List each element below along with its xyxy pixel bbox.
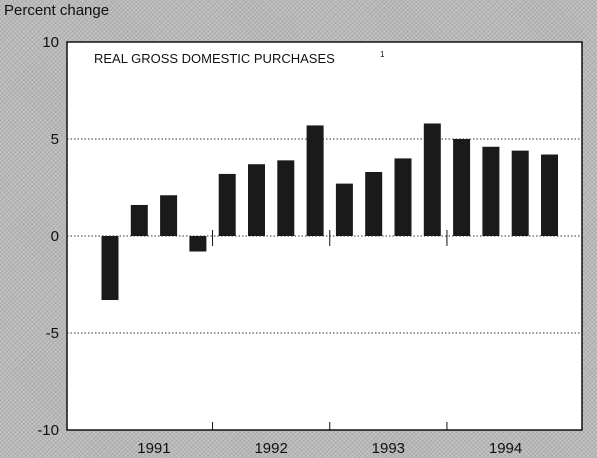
bar	[541, 154, 558, 236]
bar	[365, 171, 383, 236]
bar	[189, 236, 207, 252]
y-tick-label: 0	[51, 228, 59, 245]
bar	[482, 146, 500, 236]
y-tick-label: 10	[42, 34, 59, 51]
axis-layer: 10 5 0 -5 -10 1991 1992 1993 1994	[37, 34, 522, 457]
bar	[277, 160, 295, 236]
y-axis-label: Percent change	[4, 2, 110, 19]
bar	[394, 158, 412, 236]
x-tick-label: 1992	[254, 440, 287, 457]
title-footnote: 1	[380, 50, 385, 59]
y-tick-label: 5	[51, 131, 59, 148]
bar	[248, 164, 265, 236]
y-tick-label: -10	[37, 422, 59, 439]
x-tick-label: 1994	[489, 440, 522, 457]
x-tick-label: 1991	[137, 440, 170, 457]
bar	[511, 150, 529, 236]
bar	[306, 125, 324, 236]
x-tick-label: 1993	[372, 440, 405, 457]
bar	[218, 173, 236, 236]
bar	[160, 195, 178, 236]
bars-layer	[101, 123, 558, 301]
bar	[423, 123, 441, 236]
bar	[335, 183, 353, 236]
chart-title: REAL GROSS DOMESTIC PURCHASES	[94, 51, 335, 66]
y-tick-label: -5	[46, 325, 59, 342]
bar	[453, 139, 471, 236]
bar	[101, 236, 119, 301]
bar	[130, 204, 148, 236]
